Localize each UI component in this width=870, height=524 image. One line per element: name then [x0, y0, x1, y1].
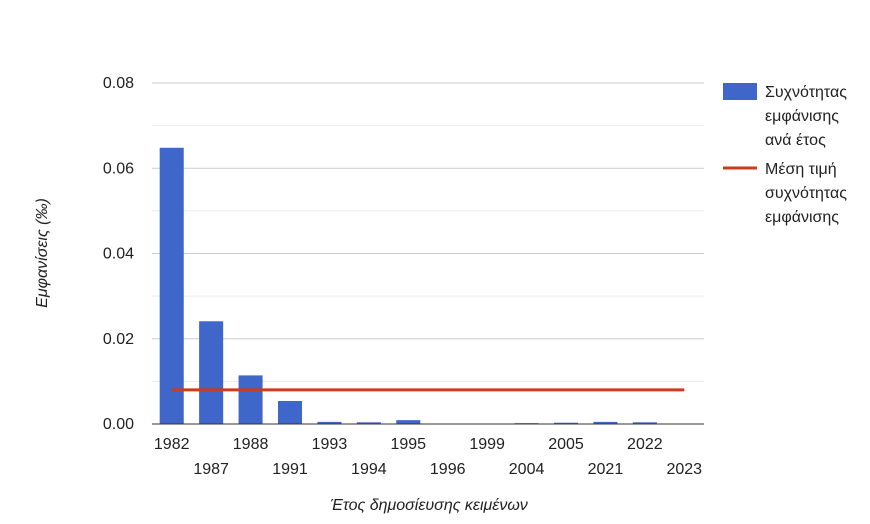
- x-tick-label: 2021: [588, 461, 624, 478]
- x-tick-label: 1991: [272, 461, 308, 478]
- x-tick-label: 2022: [627, 436, 663, 453]
- y-tick-label: 0.08: [103, 75, 134, 92]
- x-tick-label: 1993: [312, 436, 348, 453]
- bar-2021: [593, 421, 618, 424]
- grid: [152, 82, 704, 425]
- y-tick-label: 0.00: [103, 416, 134, 433]
- x-tick-label: 1988: [233, 436, 269, 453]
- y-tick-label: 0.04: [103, 246, 134, 263]
- legend-swatch-bar: [723, 83, 757, 100]
- x-tick-label: 2004: [509, 461, 545, 478]
- x-tick-label: 1982: [154, 436, 190, 453]
- y-axis-title: Εμφανίσεις (‰): [34, 198, 51, 308]
- bar-1993: [317, 421, 342, 424]
- axes: 0.00 0.02 0.04 0.06 0.08 19821987198819911993…: [103, 75, 704, 478]
- legend-label: Μέση τιμή συχνότητας εμφάνισης: [765, 161, 847, 226]
- bar-1987: [199, 321, 224, 424]
- bar-2005: [553, 422, 579, 424]
- bar-1994: [356, 422, 381, 424]
- bar-1982: [159, 147, 184, 425]
- bar-1988: [238, 375, 263, 424]
- y-tick-label: 0.02: [103, 331, 134, 348]
- x-tick-label: 2005: [548, 436, 584, 453]
- x-tick-label: 1987: [193, 461, 229, 478]
- x-tick-label: 1996: [430, 461, 466, 478]
- legend: Συχνότητας εμφάνισης ανά έτος Μέση τιμή συχν…: [723, 83, 847, 226]
- x-tick-label: 1994: [351, 461, 387, 478]
- y-tick-label: 0.06: [103, 160, 134, 177]
- bars: [159, 147, 697, 425]
- x-tick-label: 1999: [469, 436, 505, 453]
- bar-1995: [396, 420, 421, 424]
- legend-label: Συχνότητας εμφάνισης ανά έτος: [765, 84, 847, 149]
- bar-1991: [277, 400, 303, 424]
- x-tick-label: 1995: [390, 436, 426, 453]
- x-tick-label: 2023: [666, 461, 702, 478]
- bar-2022: [632, 422, 657, 424]
- x-axis-title: Έτος δημοσίευσης κειμένων: [330, 497, 528, 514]
